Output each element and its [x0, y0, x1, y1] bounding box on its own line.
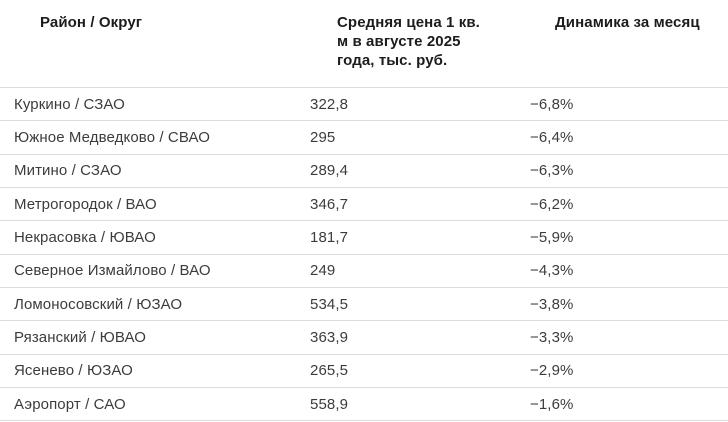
change-cell: −6,3%: [530, 162, 574, 180]
table-row: Куркино / СЗАО 322,8 −6,8%: [0, 88, 728, 122]
district-cell: Рязанский / ЮВАО: [14, 329, 147, 347]
price-cell: 295: [310, 129, 336, 147]
table-row: Ломоносовский / ЮЗАО 534,5 −3,8%: [0, 288, 728, 322]
price-cell: 322,8: [310, 95, 349, 113]
district-cell: Северное Измайлово / ВАО: [14, 262, 211, 280]
change-cell: −6,4%: [530, 129, 574, 147]
change-cell: −6,8%: [530, 95, 574, 113]
table-header: Район / Округ Средняя цена 1 кв. м в авг…: [0, 0, 728, 88]
district-cell: Митино / СЗАО: [14, 162, 122, 180]
table-row: Митино / СЗАО 289,4 −6,3%: [0, 155, 728, 189]
district-cell: Аэропорт / САО: [14, 395, 126, 413]
price-cell: 534,5: [310, 295, 349, 313]
price-cell: 265,5: [310, 362, 349, 380]
table-row: Рязанский / ЮВАО 363,9 −3,3%: [0, 321, 728, 355]
table-row: Некрасовка / ЮВАО 181,7 −5,9%: [0, 221, 728, 255]
change-cell: −5,9%: [530, 229, 574, 247]
district-cell: Южное Медведково / СВАО: [14, 129, 211, 147]
header-price: Средняя цена 1 кв. м в августе 2025 года…: [337, 14, 480, 69]
table-row: Метрогородок / ВАО 346,7 −6,2%: [0, 188, 728, 222]
district-cell: Метрогородок / ВАО: [14, 195, 157, 213]
table-row: Южное Медведково / СВАО 295 −6,4%: [0, 121, 728, 155]
header-district: Район / Округ: [40, 14, 143, 31]
district-cell: Ясенево / ЮЗАО: [14, 362, 133, 380]
price-cell: 363,9: [310, 329, 349, 347]
table-body: Куркино / СЗАО 322,8 −6,8% Южное Медведк…: [0, 88, 728, 422]
change-cell: −2,9%: [530, 362, 574, 380]
district-cell: Куркино / СЗАО: [14, 95, 125, 113]
price-cell: 289,4: [310, 162, 349, 180]
price-cell: 181,7: [310, 229, 349, 247]
change-cell: −4,3%: [530, 262, 574, 280]
change-cell: −1,6%: [530, 395, 574, 413]
table-row: Аэропорт / САО 558,9 −1,6%: [0, 388, 728, 422]
header-dynamics: Динамика за месяц: [555, 14, 700, 31]
price-cell: 346,7: [310, 195, 349, 213]
table-row: Северное Измайлово / ВАО 249 −4,3%: [0, 255, 728, 289]
price-cell: 249: [310, 262, 336, 280]
district-cell: Ломоносовский / ЮЗАО: [14, 295, 183, 313]
change-cell: −6,2%: [530, 195, 574, 213]
table-row: Ясенево / ЮЗАО 265,5 −2,9%: [0, 355, 728, 389]
change-cell: −3,3%: [530, 329, 574, 347]
change-cell: −3,8%: [530, 295, 574, 313]
district-cell: Некрасовка / ЮВАО: [14, 229, 156, 247]
price-cell: 558,9: [310, 395, 349, 413]
